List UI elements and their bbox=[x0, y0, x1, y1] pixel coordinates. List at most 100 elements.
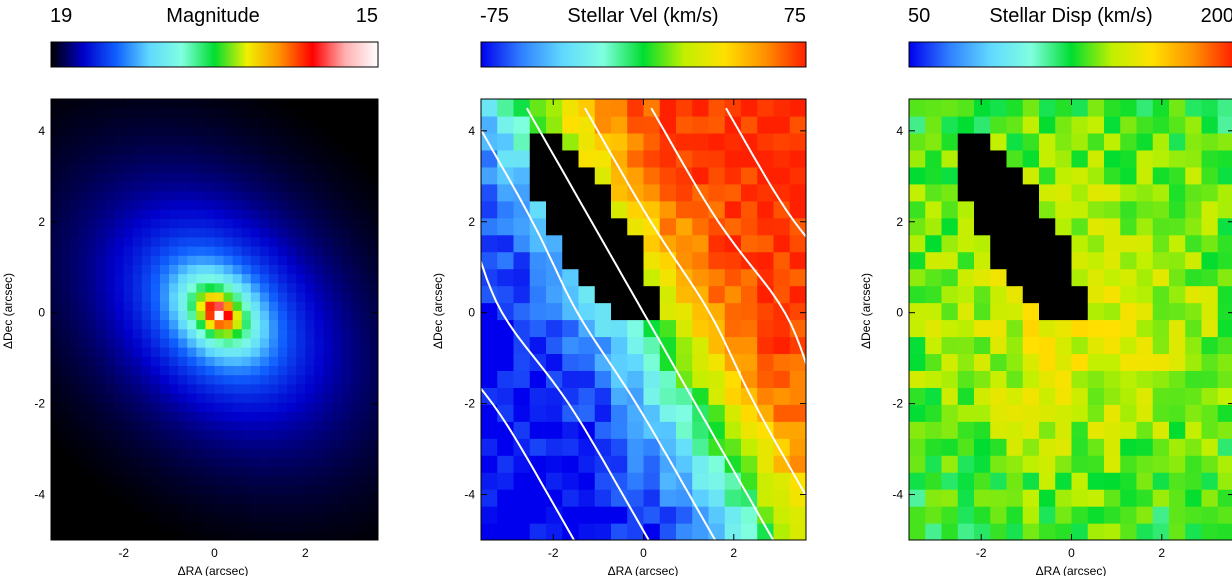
map-cell bbox=[105, 393, 116, 403]
map-cell bbox=[160, 126, 170, 137]
map-cell bbox=[205, 337, 216, 348]
map-cell bbox=[359, 429, 370, 440]
map-cell bbox=[513, 268, 531, 287]
map-cell bbox=[160, 328, 170, 339]
map-cell bbox=[269, 135, 279, 146]
map-cell bbox=[132, 172, 143, 183]
map-cell bbox=[332, 135, 343, 146]
map-cell bbox=[957, 370, 975, 388]
map-cell bbox=[1039, 506, 1056, 524]
map-cell bbox=[1104, 438, 1121, 456]
map-cell bbox=[114, 521, 125, 532]
map-cell bbox=[241, 319, 252, 330]
dispersion-cb-min-label: 50 bbox=[908, 5, 930, 27]
map-cell bbox=[259, 236, 270, 247]
map-cell bbox=[724, 217, 742, 236]
map-cell bbox=[196, 200, 207, 210]
map-cell bbox=[269, 273, 279, 284]
map-cell bbox=[60, 264, 70, 275]
map-cell bbox=[659, 387, 677, 405]
map-cell bbox=[241, 512, 252, 523]
map-cell bbox=[724, 489, 742, 507]
map-cell bbox=[513, 166, 531, 185]
map-cell bbox=[1039, 302, 1056, 321]
map-cell bbox=[105, 411, 116, 422]
map-cell bbox=[990, 251, 1008, 270]
map-cell bbox=[232, 246, 243, 256]
map-cell bbox=[51, 411, 61, 422]
map-cell bbox=[141, 457, 152, 468]
map-cell bbox=[1120, 404, 1138, 422]
map-cell bbox=[141, 494, 152, 504]
map-cell bbox=[611, 115, 628, 134]
map-cell bbox=[773, 404, 791, 422]
map-cell bbox=[96, 457, 107, 468]
map-cell bbox=[232, 282, 243, 293]
map-cell bbox=[114, 429, 125, 440]
map-cell bbox=[60, 530, 70, 540]
map-cell bbox=[205, 402, 216, 412]
map-cell bbox=[87, 255, 98, 265]
map-cell bbox=[232, 494, 243, 504]
map-cell bbox=[223, 365, 234, 376]
map-cell bbox=[214, 227, 225, 238]
map-cell bbox=[676, 132, 693, 151]
map-cell bbox=[296, 126, 306, 137]
map-cell bbox=[178, 521, 188, 532]
map-cell bbox=[529, 99, 547, 117]
map-cell bbox=[497, 268, 515, 287]
map-cell bbox=[562, 268, 580, 287]
map-cell bbox=[78, 466, 88, 477]
map-cell bbox=[1087, 285, 1105, 304]
map-cells bbox=[51, 99, 378, 540]
map-cell bbox=[169, 135, 179, 146]
map-cell bbox=[232, 383, 243, 394]
map-cell bbox=[105, 530, 116, 540]
map-cell bbox=[513, 132, 531, 151]
map-cell bbox=[1169, 132, 1186, 151]
map-cell bbox=[941, 506, 959, 524]
map-cell bbox=[359, 328, 370, 339]
map-cell bbox=[957, 268, 975, 287]
map-cell bbox=[1006, 251, 1024, 270]
map-cell bbox=[178, 126, 188, 137]
map-cell bbox=[141, 126, 152, 137]
map-cell bbox=[51, 154, 61, 164]
map-cell bbox=[259, 328, 270, 339]
map-cell bbox=[941, 149, 959, 168]
map-cell bbox=[481, 217, 498, 236]
map-cell bbox=[643, 455, 661, 473]
map-cell bbox=[659, 217, 677, 236]
map-cell bbox=[214, 190, 225, 201]
map-cell bbox=[1201, 506, 1219, 524]
map-cell bbox=[187, 99, 197, 109]
map-cell bbox=[1071, 438, 1089, 456]
map-cell bbox=[481, 234, 498, 253]
map-cell bbox=[643, 438, 661, 456]
map-cell bbox=[214, 374, 225, 385]
map-cell bbox=[1136, 234, 1154, 253]
map-cell bbox=[169, 328, 179, 339]
map-cell bbox=[259, 402, 270, 412]
map-cell bbox=[87, 484, 98, 495]
map-cell bbox=[169, 393, 179, 403]
map-cell bbox=[332, 227, 343, 238]
map-cell bbox=[278, 218, 288, 229]
map-cell bbox=[69, 117, 79, 128]
map-cell bbox=[51, 273, 61, 284]
map-cell bbox=[332, 521, 343, 532]
map-cell bbox=[250, 200, 261, 210]
map-cell bbox=[757, 370, 775, 388]
map-cell bbox=[1055, 285, 1073, 304]
map-cell bbox=[187, 163, 197, 174]
map-cell bbox=[105, 503, 116, 514]
map-cell bbox=[205, 475, 216, 486]
map-cell bbox=[611, 234, 628, 253]
map-cell bbox=[741, 302, 758, 321]
map-cell bbox=[241, 126, 252, 137]
map-cell bbox=[925, 438, 943, 456]
map-cell bbox=[546, 166, 563, 185]
map-cell bbox=[305, 521, 316, 532]
map-cell bbox=[87, 181, 98, 192]
map-cell bbox=[359, 190, 370, 201]
